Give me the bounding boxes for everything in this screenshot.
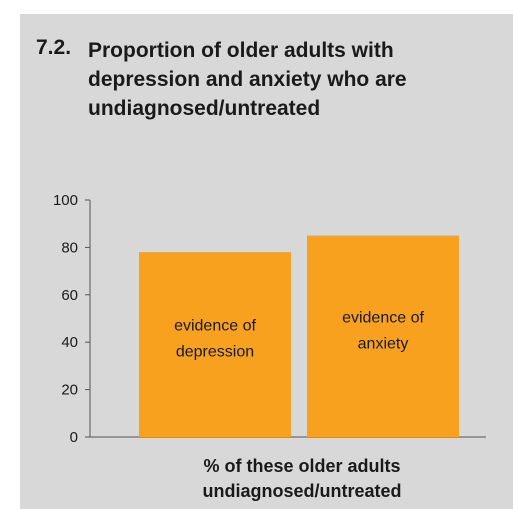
- bar-category-label: evidence of: [174, 318, 256, 335]
- x-axis-title: undiagnosed/untreated: [202, 481, 401, 501]
- y-tick-label: 60: [61, 287, 78, 304]
- y-tick-label: 20: [61, 382, 78, 399]
- bar-depression: [139, 252, 291, 437]
- y-tick-label: 100: [53, 192, 78, 209]
- y-tick-label: 80: [61, 239, 78, 256]
- y-tick-label: 40: [61, 334, 78, 351]
- x-axis-title: % of these older adults: [203, 456, 400, 476]
- bar-category-label: anxiety: [358, 335, 409, 352]
- y-tick-label: 0: [70, 429, 78, 446]
- chart-title: Proportion of older adults with depressi…: [88, 39, 407, 120]
- figure-number: 7.2.: [36, 36, 72, 59]
- bar-category-label: evidence of: [342, 309, 424, 326]
- bar-anxiety: [307, 235, 459, 437]
- bar-category-label: depression: [176, 344, 254, 361]
